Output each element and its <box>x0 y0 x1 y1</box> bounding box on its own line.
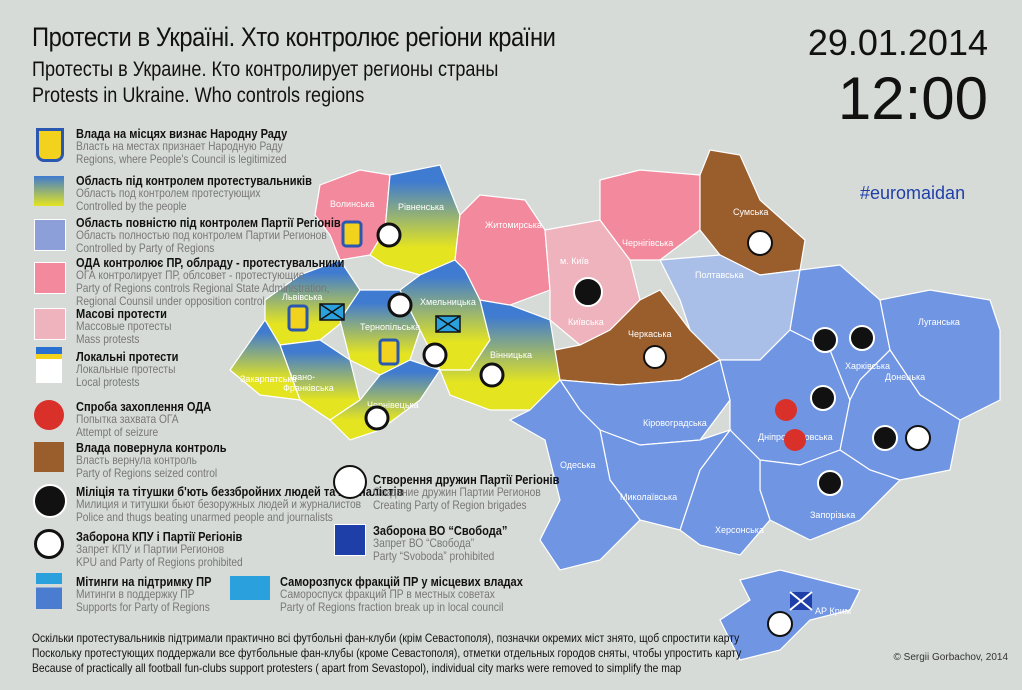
label-mykolaiv: Миколаївська <box>620 492 677 502</box>
region-odesa <box>508 379 641 571</box>
label-volyn: Волинська <box>330 199 374 209</box>
label-donetsk: Донецька <box>885 372 925 382</box>
map-markers <box>287 220 931 637</box>
region-zhytomyr <box>454 194 551 306</box>
title-en: Protests in Ukraine. Who controls region… <box>32 84 365 107</box>
time: 12:00 <box>837 65 988 132</box>
police-beating-icon <box>810 385 836 411</box>
police-beating-icon <box>872 425 898 451</box>
ban-kpu-icon <box>364 222 505 431</box>
pr-faction-dissolved-icon <box>319 303 461 333</box>
ban-kpu-icon <box>34 529 64 559</box>
pr-brigade-icon <box>643 345 667 369</box>
label-rivne: Рівненська <box>398 202 444 212</box>
label-kirovohrad: Кіровоградська <box>643 418 707 428</box>
legend-item: Мітинги на підтримку ПР Митинги в поддерж… <box>76 574 212 614</box>
legend-item: Міліція та тітушки б'ють беззбройних люд… <box>76 484 404 524</box>
region-sumy <box>699 149 806 276</box>
date: 29.01.2014 <box>807 22 988 63</box>
blue-swatch <box>34 219 66 251</box>
label-ivano: Івано- <box>290 372 315 382</box>
police-beating-icon <box>33 484 67 518</box>
legend-item: Заборона КПУ і Партії Регіонів Запрет КПУ… <box>76 529 243 569</box>
label-zhytomyr: Житомирська <box>485 220 542 230</box>
building-seizure-icon <box>784 429 806 451</box>
legend-item: Спроба захоплення ОДА Попытка захвата ОГА… <box>76 399 212 439</box>
label-poltava: Полтавська <box>695 270 744 280</box>
legend-item: ОДА контролює ПР, облраду - протестуваль… <box>76 255 345 308</box>
region-crimea <box>719 569 861 661</box>
label-ternopil: Тернопільська <box>360 322 420 332</box>
label-ivano2: Франківська <box>283 383 334 393</box>
label-sumy: Сумська <box>733 207 768 217</box>
legend-item: Заборона ВО “Свобода” Запрет ВО “Свобода”… <box>373 523 508 563</box>
building-seizure-icon <box>34 400 64 430</box>
copyright: © Sergii Gorbachov, 2014 <box>893 652 1008 663</box>
label-vinnytsia: Вінницька <box>490 350 532 360</box>
title-ru: Протесты в Украине. Кто контролирует рег… <box>32 58 499 81</box>
legend-item: Влада на місцях визнає Народну Раду Власт… <box>76 126 288 166</box>
label-zaporizhzhia: Запорізька <box>810 510 855 520</box>
label-crimea: АР Крим <box>815 606 851 616</box>
region-zakarpattia <box>229 318 301 401</box>
legend-item: Масові протести Массовые протесты Mass pro… <box>76 306 172 346</box>
label-lviv: Львівська <box>282 292 322 302</box>
footnote: Оскільки протестувальників підтримали пр… <box>32 631 742 675</box>
label-khmelnytskyi: Хмельницька <box>420 297 476 307</box>
police-beating-icon <box>573 277 603 307</box>
label-zakarpattia: Закарпатська <box>240 374 297 384</box>
legend-item: Створення дружин Партії Регіонів Создание… <box>373 472 560 512</box>
legend-item: Влада повернула контроль Власть вернула к… <box>76 440 227 480</box>
light-pink-swatch <box>34 308 66 340</box>
legend-item: Область повністю під контролем Партії Ре… <box>76 215 341 255</box>
legend-item: Область під контролем протестувальників О… <box>76 173 312 213</box>
trident-icon <box>36 128 64 162</box>
label-cherkasy: Черкаська <box>628 329 671 339</box>
label-kherson: Херсонська <box>715 525 764 535</box>
hashtag: #euromaidan <box>860 183 966 203</box>
label-luhansk: Луганська <box>918 317 960 327</box>
title-ua: Протести в Україні. Хто контролює регіон… <box>32 22 556 52</box>
pr-faction-dissolved-icon <box>230 576 270 600</box>
label-kharkiv: Харківська <box>845 361 890 371</box>
pink-swatch <box>34 262 66 294</box>
pr-brigade-icon <box>333 465 367 499</box>
label-chernihiv: Чернігівська <box>622 238 673 248</box>
ban-svoboda-icon <box>334 524 366 556</box>
police-beating-icon <box>817 470 843 496</box>
police-beating-icon <box>812 327 838 353</box>
legend-item: Саморозпуск фракцій ПР у місцевих владах… <box>280 574 523 614</box>
label-chernivtsi: Чернівецька <box>367 400 419 410</box>
pr-brigade-icon <box>747 230 773 256</box>
pr-brigade-icon <box>905 425 931 451</box>
gradient-swatch <box>34 176 64 206</box>
legend-item: Локальні протести Локальные протесты Local… <box>76 349 179 389</box>
brown-swatch <box>34 442 64 472</box>
label-kyiv: Київська <box>568 317 604 327</box>
label-odesa: Одеська <box>560 460 595 470</box>
trident-icon <box>287 220 400 366</box>
pr-rally-icon <box>36 573 62 609</box>
pr-brigade-icon <box>767 611 793 637</box>
building-seizure-icon <box>775 399 797 421</box>
police-beating-icon <box>849 325 875 351</box>
label-kyiv-city: м. Київ <box>560 256 589 266</box>
ban-svoboda-icon <box>789 591 813 611</box>
protest-flag-icon <box>36 347 62 383</box>
